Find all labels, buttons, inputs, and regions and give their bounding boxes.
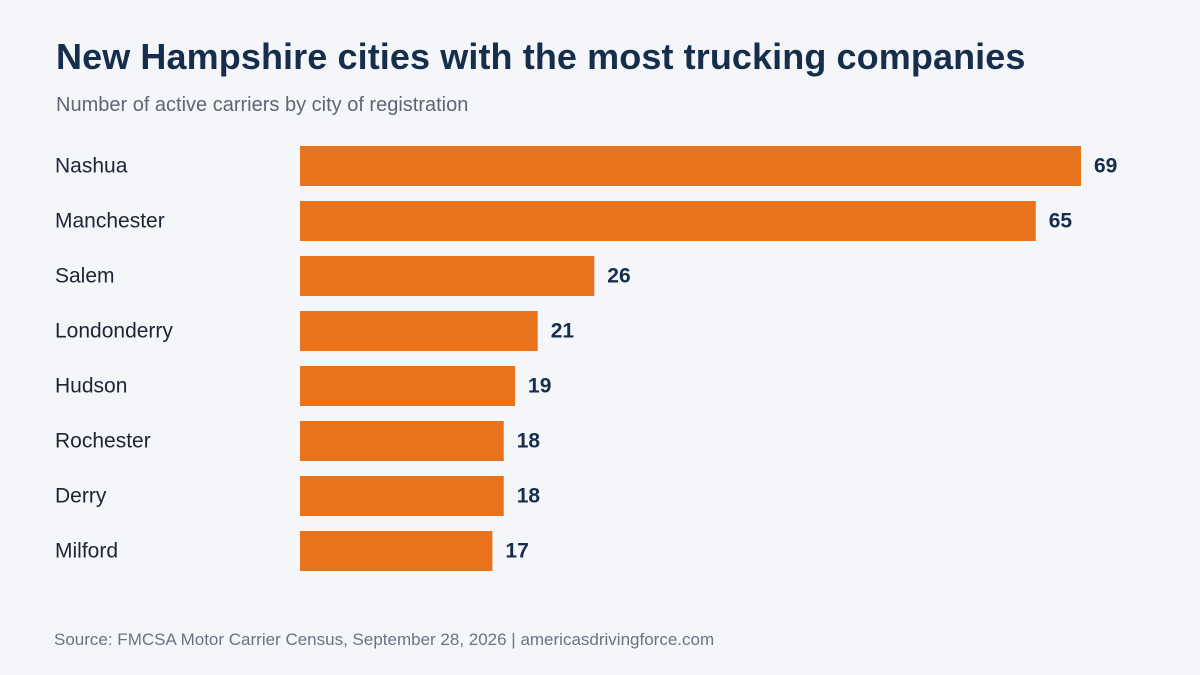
value-label-nashua: 69 — [1094, 155, 1117, 178]
chart-subtitle: Number of active carriers by city of reg… — [56, 94, 469, 116]
bar-londonderry — [300, 311, 538, 351]
value-label-milford: 17 — [505, 540, 528, 563]
category-label-hudson: Hudson — [55, 375, 127, 398]
value-label-hudson: 19 — [528, 375, 551, 398]
value-label-rochester: 18 — [517, 430, 541, 453]
value-label-londonderry: 21 — [551, 320, 575, 343]
value-label-manchester: 65 — [1049, 210, 1073, 233]
bar-nashua — [300, 146, 1081, 186]
bar-manchester — [300, 201, 1036, 241]
bar-salem — [300, 256, 595, 296]
chart-title: New Hampshire cities with the most truck… — [56, 36, 1026, 77]
value-label-salem: 26 — [607, 265, 630, 288]
bar-hudson — [300, 366, 516, 406]
bar-derry — [300, 476, 504, 516]
category-label-derry: Derry — [55, 485, 107, 508]
category-label-milford: Milford — [55, 540, 118, 563]
category-label-nashua: Nashua — [55, 155, 128, 178]
category-label-salem: Salem — [55, 265, 115, 288]
category-label-manchester: Manchester — [55, 210, 165, 233]
bar-rochester — [300, 421, 504, 461]
category-label-londonderry: Londonderry — [55, 320, 173, 343]
value-label-derry: 18 — [517, 485, 541, 508]
source-note: Source: FMCSA Motor Carrier Census, Sept… — [54, 630, 715, 649]
category-label-rochester: Rochester — [55, 430, 151, 453]
bar-milford — [300, 531, 493, 571]
